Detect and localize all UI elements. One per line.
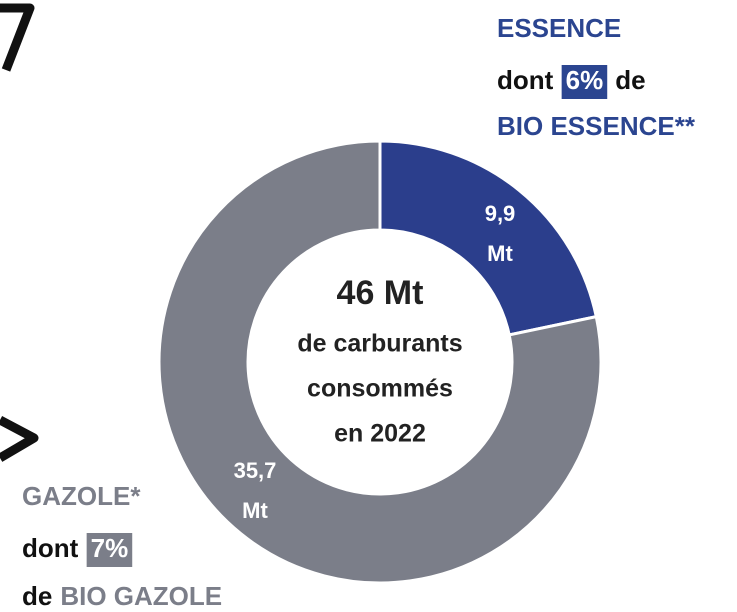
center-text: en 2022	[334, 420, 426, 448]
annotation-prefix: dont	[497, 65, 554, 95]
category-label: GAZOLE*	[22, 481, 141, 511]
decor-stroke	[0, 3, 35, 72]
annotation-suffix: de	[615, 65, 645, 95]
annotation-detail: BIO ESSENCE**	[497, 111, 696, 141]
center-text: 46 Mt	[337, 274, 424, 312]
highlight-box	[561, 65, 608, 99]
decor-stroke	[0, 416, 39, 462]
center-text: de carburants	[297, 330, 462, 358]
value-label: 35,7 Mt	[234, 458, 277, 523]
annotation-highlight: 7%	[91, 533, 129, 563]
value-label: 9,9 Mt	[485, 201, 516, 266]
donut-segment	[157, 139, 603, 585]
annotation-prefix: dont	[22, 533, 79, 563]
center-text: consommés	[307, 375, 453, 403]
annotation-suffix: de	[22, 581, 52, 611]
annotation-detail: BIO GAZOLE	[60, 581, 222, 611]
donut-segment	[378, 139, 599, 337]
annotation-highlight: 6%	[566, 65, 604, 95]
category-label: ESSENCE	[497, 13, 621, 43]
highlight-box	[86, 533, 133, 567]
